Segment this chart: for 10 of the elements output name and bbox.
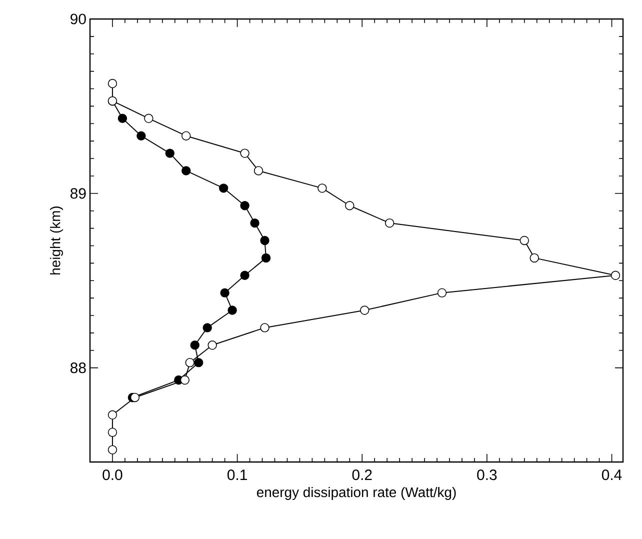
x-tick-label: 0.4 <box>602 470 622 480</box>
x-tick-label: 0.1 <box>227 470 247 480</box>
y-tick-label: 90 <box>70 14 86 24</box>
x-axis-title: energy dissipation rate (Watt/kg) <box>256 486 456 500</box>
x-tick-label: 0.0 <box>102 470 122 480</box>
y-tick-label: 88 <box>70 362 86 374</box>
x-tick-label: 0.3 <box>477 470 497 480</box>
y-tick-label: 89 <box>70 188 86 199</box>
y-axis-title: height (km) <box>50 206 64 274</box>
x-tick-label: 0.2 <box>352 470 372 480</box>
